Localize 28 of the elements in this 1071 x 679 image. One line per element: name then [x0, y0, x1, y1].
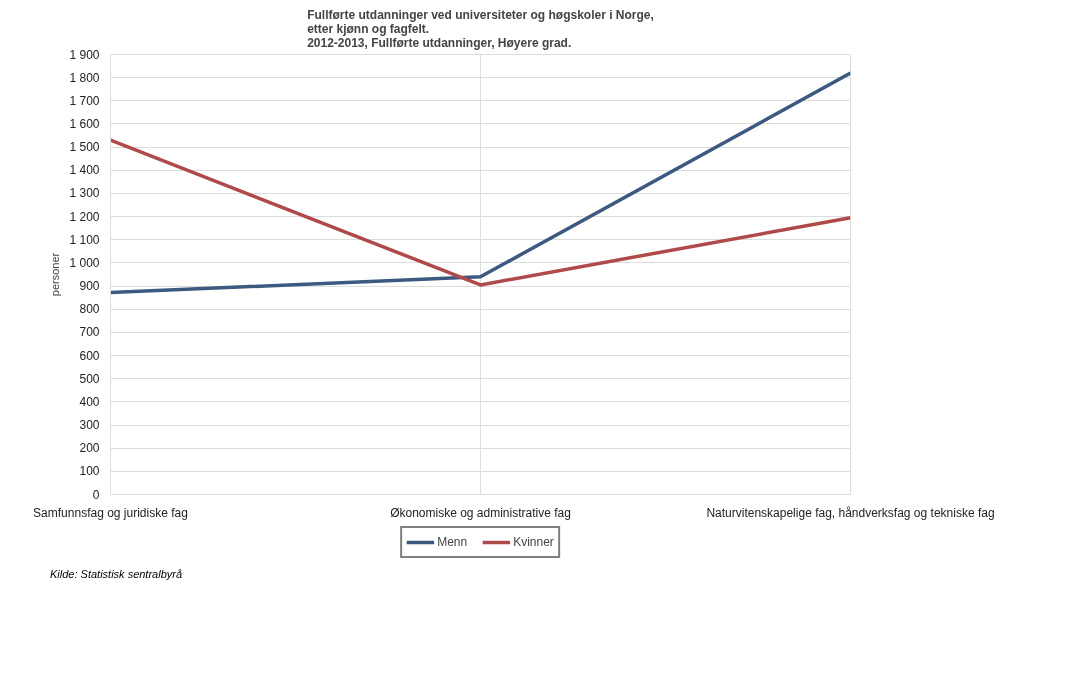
- y-tick-label: 1 400: [69, 163, 100, 178]
- legend-label: Kvinner: [513, 535, 554, 549]
- y-tick-label: 1 200: [69, 209, 100, 224]
- y-tick-label: 100: [79, 464, 100, 479]
- y-tick-label: 1 900: [69, 47, 100, 62]
- y-tick-label: 1 300: [69, 186, 100, 201]
- y-tick-label: 0: [92, 487, 100, 502]
- y-tick-label: 700: [79, 325, 100, 340]
- y-tick-label: 600: [79, 348, 100, 363]
- y-tick-label: 1 100: [69, 232, 100, 247]
- y-axis-title: personer: [49, 252, 62, 297]
- y-tick-label: 1 500: [69, 140, 100, 155]
- y-tick-label: 1 700: [69, 93, 100, 108]
- y-tick-label: 400: [79, 394, 100, 409]
- chart-title: Fullførte utdanninger ved universiteter og høgskoler i Norge, etter kjønn og fagfelt. 2012-2013, Fullførte utdanninger, Høyere grad.: [307, 7, 654, 50]
- y-tick-label: 1 600: [69, 116, 100, 131]
- y-tick-label: 1 000: [69, 255, 100, 270]
- text: Kilde: Statistisk sentralbyrå: [50, 567, 183, 582]
- x-tick-label: Naturvitenskapelige fag, håndverksfag og tekniske fag: [706, 505, 995, 520]
- y-tick-label: 1 800: [69, 70, 100, 85]
- y-tick-label: 900: [79, 279, 100, 294]
- x-tick-label: Økonomiske og administrative fag: [390, 505, 571, 520]
- y-tick-label: 800: [79, 302, 100, 317]
- y-tick-label: 500: [79, 371, 100, 386]
- y-tick-label: 300: [79, 418, 100, 433]
- legend-label: Menn: [437, 535, 468, 549]
- x-tick-label: Samfunnsfag og juridiske fag: [33, 505, 188, 520]
- y-tick-label: 200: [79, 441, 100, 456]
